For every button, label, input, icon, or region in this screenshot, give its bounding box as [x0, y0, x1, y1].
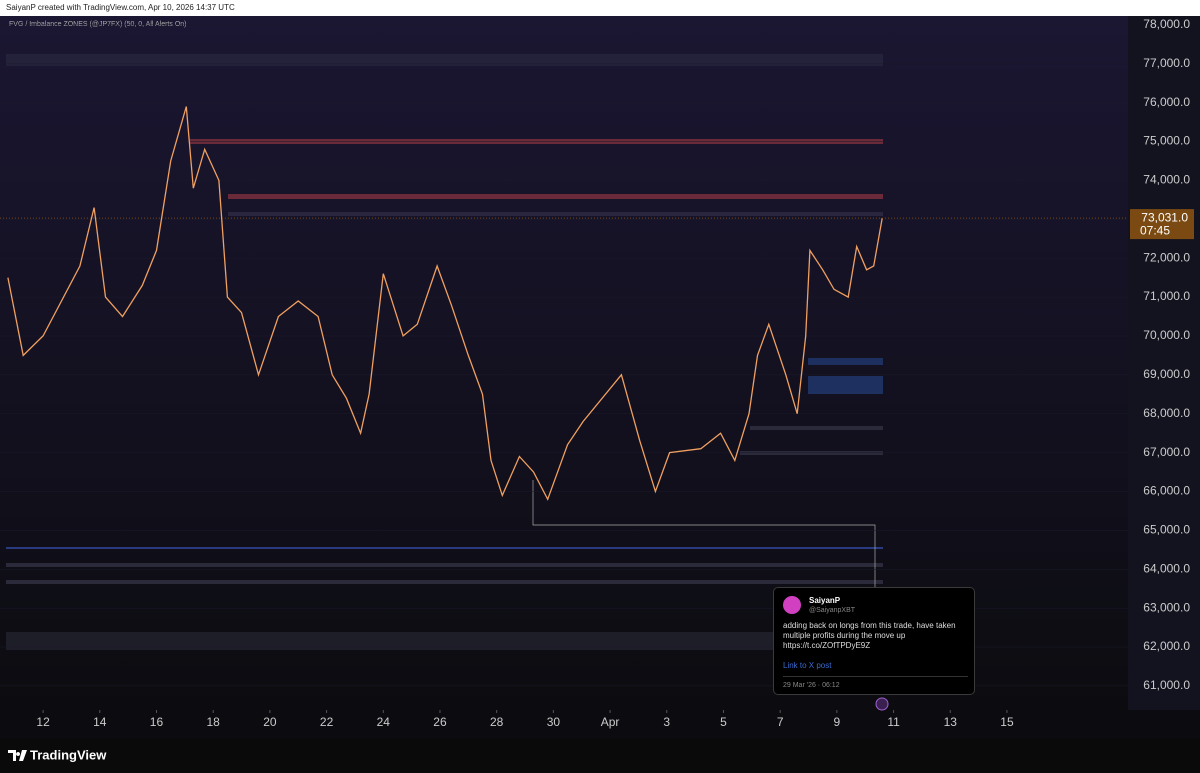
zone	[6, 580, 883, 584]
tweet-text: adding back on longs from this trade, ha…	[783, 621, 956, 650]
y-tick-label: 74,000.0	[1143, 173, 1190, 187]
x-tick-label: 3	[663, 715, 670, 729]
x-tick-label: 9	[834, 715, 841, 729]
zone	[808, 376, 883, 394]
avatar	[783, 596, 801, 614]
x-tick-label: 16	[150, 715, 164, 729]
footer-bar	[0, 738, 1200, 773]
y-tick-label: 64,000.0	[1143, 561, 1190, 575]
x-tick-label: 28	[490, 715, 504, 729]
header-caption: SaiyanP created with TradingView.com, Ap…	[6, 3, 235, 12]
x-tick-label: 12	[36, 715, 50, 729]
x-tick-label: 20	[263, 715, 277, 729]
countdown: 07:45	[1140, 223, 1170, 237]
x-tick-label: 5	[720, 715, 727, 729]
y-tick-label: 63,000.0	[1143, 600, 1190, 614]
header-bar	[0, 0, 1200, 16]
zone	[228, 212, 883, 216]
x-tick-label: 7	[777, 715, 784, 729]
price-line	[7, 106, 883, 501]
x-axis-bg	[0, 710, 1200, 738]
zone	[808, 358, 883, 365]
indicator-label: FVG / Imbalance ZONES (@JP7FX) (50, 0, A…	[9, 21, 187, 28]
y-tick-label: 66,000.0	[1143, 484, 1190, 498]
x-tick-label: 22	[320, 715, 334, 729]
plot: 61,000.0 62,000.0 63,000.0 64,000.0 65,000.0…	[0, 17, 1194, 729]
y-tick-label: 61,000.0	[1143, 678, 1190, 692]
event-icon	[875, 697, 889, 711]
x-tick-label: 15	[1000, 715, 1014, 729]
x-tick-label: 14	[93, 715, 107, 729]
zone	[6, 547, 883, 549]
x-tick-label: 18	[207, 715, 221, 729]
tweet-handle: @SaiyanpXBT	[809, 607, 856, 614]
x-tick-label: 24	[377, 715, 391, 729]
y-tick-label: 72,000.0	[1143, 250, 1190, 264]
y-tick-label: 75,000.0	[1143, 134, 1190, 148]
tweet-date: 29 Mar '26 · 06:12	[783, 682, 840, 689]
x-tick-label: 26	[433, 715, 447, 729]
x-tick-label: 11	[887, 715, 900, 729]
y-tick-label: 78,000.0	[1143, 17, 1190, 31]
tweet-name: SaiyanP	[809, 596, 841, 605]
y-tick-label: 71,000.0	[1143, 289, 1190, 303]
zone	[740, 451, 883, 455]
zone	[6, 54, 883, 66]
y-tick-label: 70,000.0	[1143, 328, 1190, 342]
last-price-box	[1130, 209, 1194, 240]
x-tick-label: 30	[547, 715, 561, 729]
x-tick-label: Apr	[601, 715, 620, 729]
x-tick-label: 13	[944, 715, 958, 729]
zone	[750, 426, 883, 430]
y-tick-label: 62,000.0	[1143, 639, 1190, 653]
y-tick-label: 68,000.0	[1143, 406, 1190, 420]
y-tick-label: 77,000.0	[1143, 56, 1190, 70]
zone	[6, 563, 883, 567]
y-axis-bg	[1128, 16, 1200, 710]
brand: TradingView	[30, 747, 107, 762]
y-tick-label: 67,000.0	[1143, 445, 1190, 459]
tweet-link[interactable]: Link to X post	[783, 661, 832, 670]
brand-logo	[8, 750, 27, 761]
y-tick-label: 65,000.0	[1143, 523, 1190, 537]
zone	[228, 194, 883, 199]
y-tick-label: 69,000.0	[1143, 367, 1190, 381]
y-tick-label: 76,000.0	[1143, 95, 1190, 109]
tweet-card[interactable]: SaiyanP @SaiyanpXBT adding back on longs…	[773, 587, 975, 695]
zone	[6, 632, 883, 650]
last-price-label: 73,031.0	[1141, 210, 1188, 224]
tweet-connector	[532, 480, 876, 587]
